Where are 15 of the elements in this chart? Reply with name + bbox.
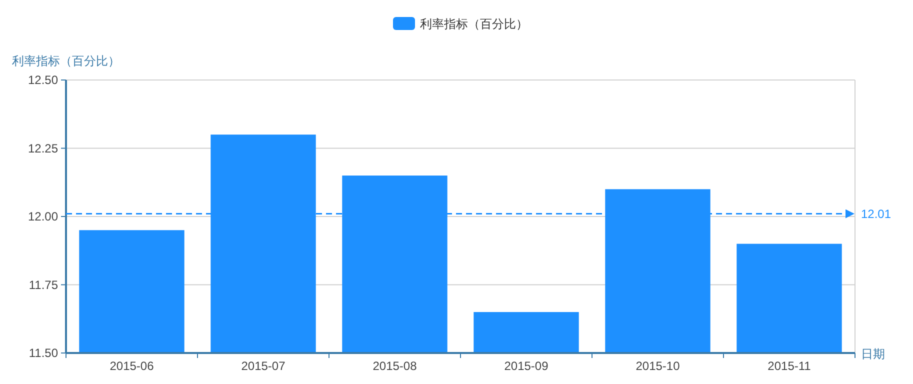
x-tick-label: 2015-09 <box>504 359 549 373</box>
y-axis-title: 利率指标（百分比） <box>12 54 120 68</box>
x-tick-label: 2015-11 <box>768 359 812 373</box>
ref-line-label: 12.01 <box>861 206 892 221</box>
x-tick-label: 2015-07 <box>241 359 286 373</box>
x-tick-label: 2015-06 <box>110 359 154 373</box>
y-tick-label: 11.50 <box>28 346 58 360</box>
y-tick-label: 12.00 <box>28 210 58 224</box>
legend-label: 利率指标（百分比） <box>420 17 528 31</box>
x-axis-title: 日期 <box>861 347 885 361</box>
x-tick-label: 2015-08 <box>372 359 418 373</box>
x-tick-label: 2015-10 <box>636 359 680 373</box>
y-tick-label: 12.50 <box>28 73 58 87</box>
y-tick-label: 12.25 <box>28 141 58 156</box>
y-tick-label: 11.75 <box>28 278 58 292</box>
